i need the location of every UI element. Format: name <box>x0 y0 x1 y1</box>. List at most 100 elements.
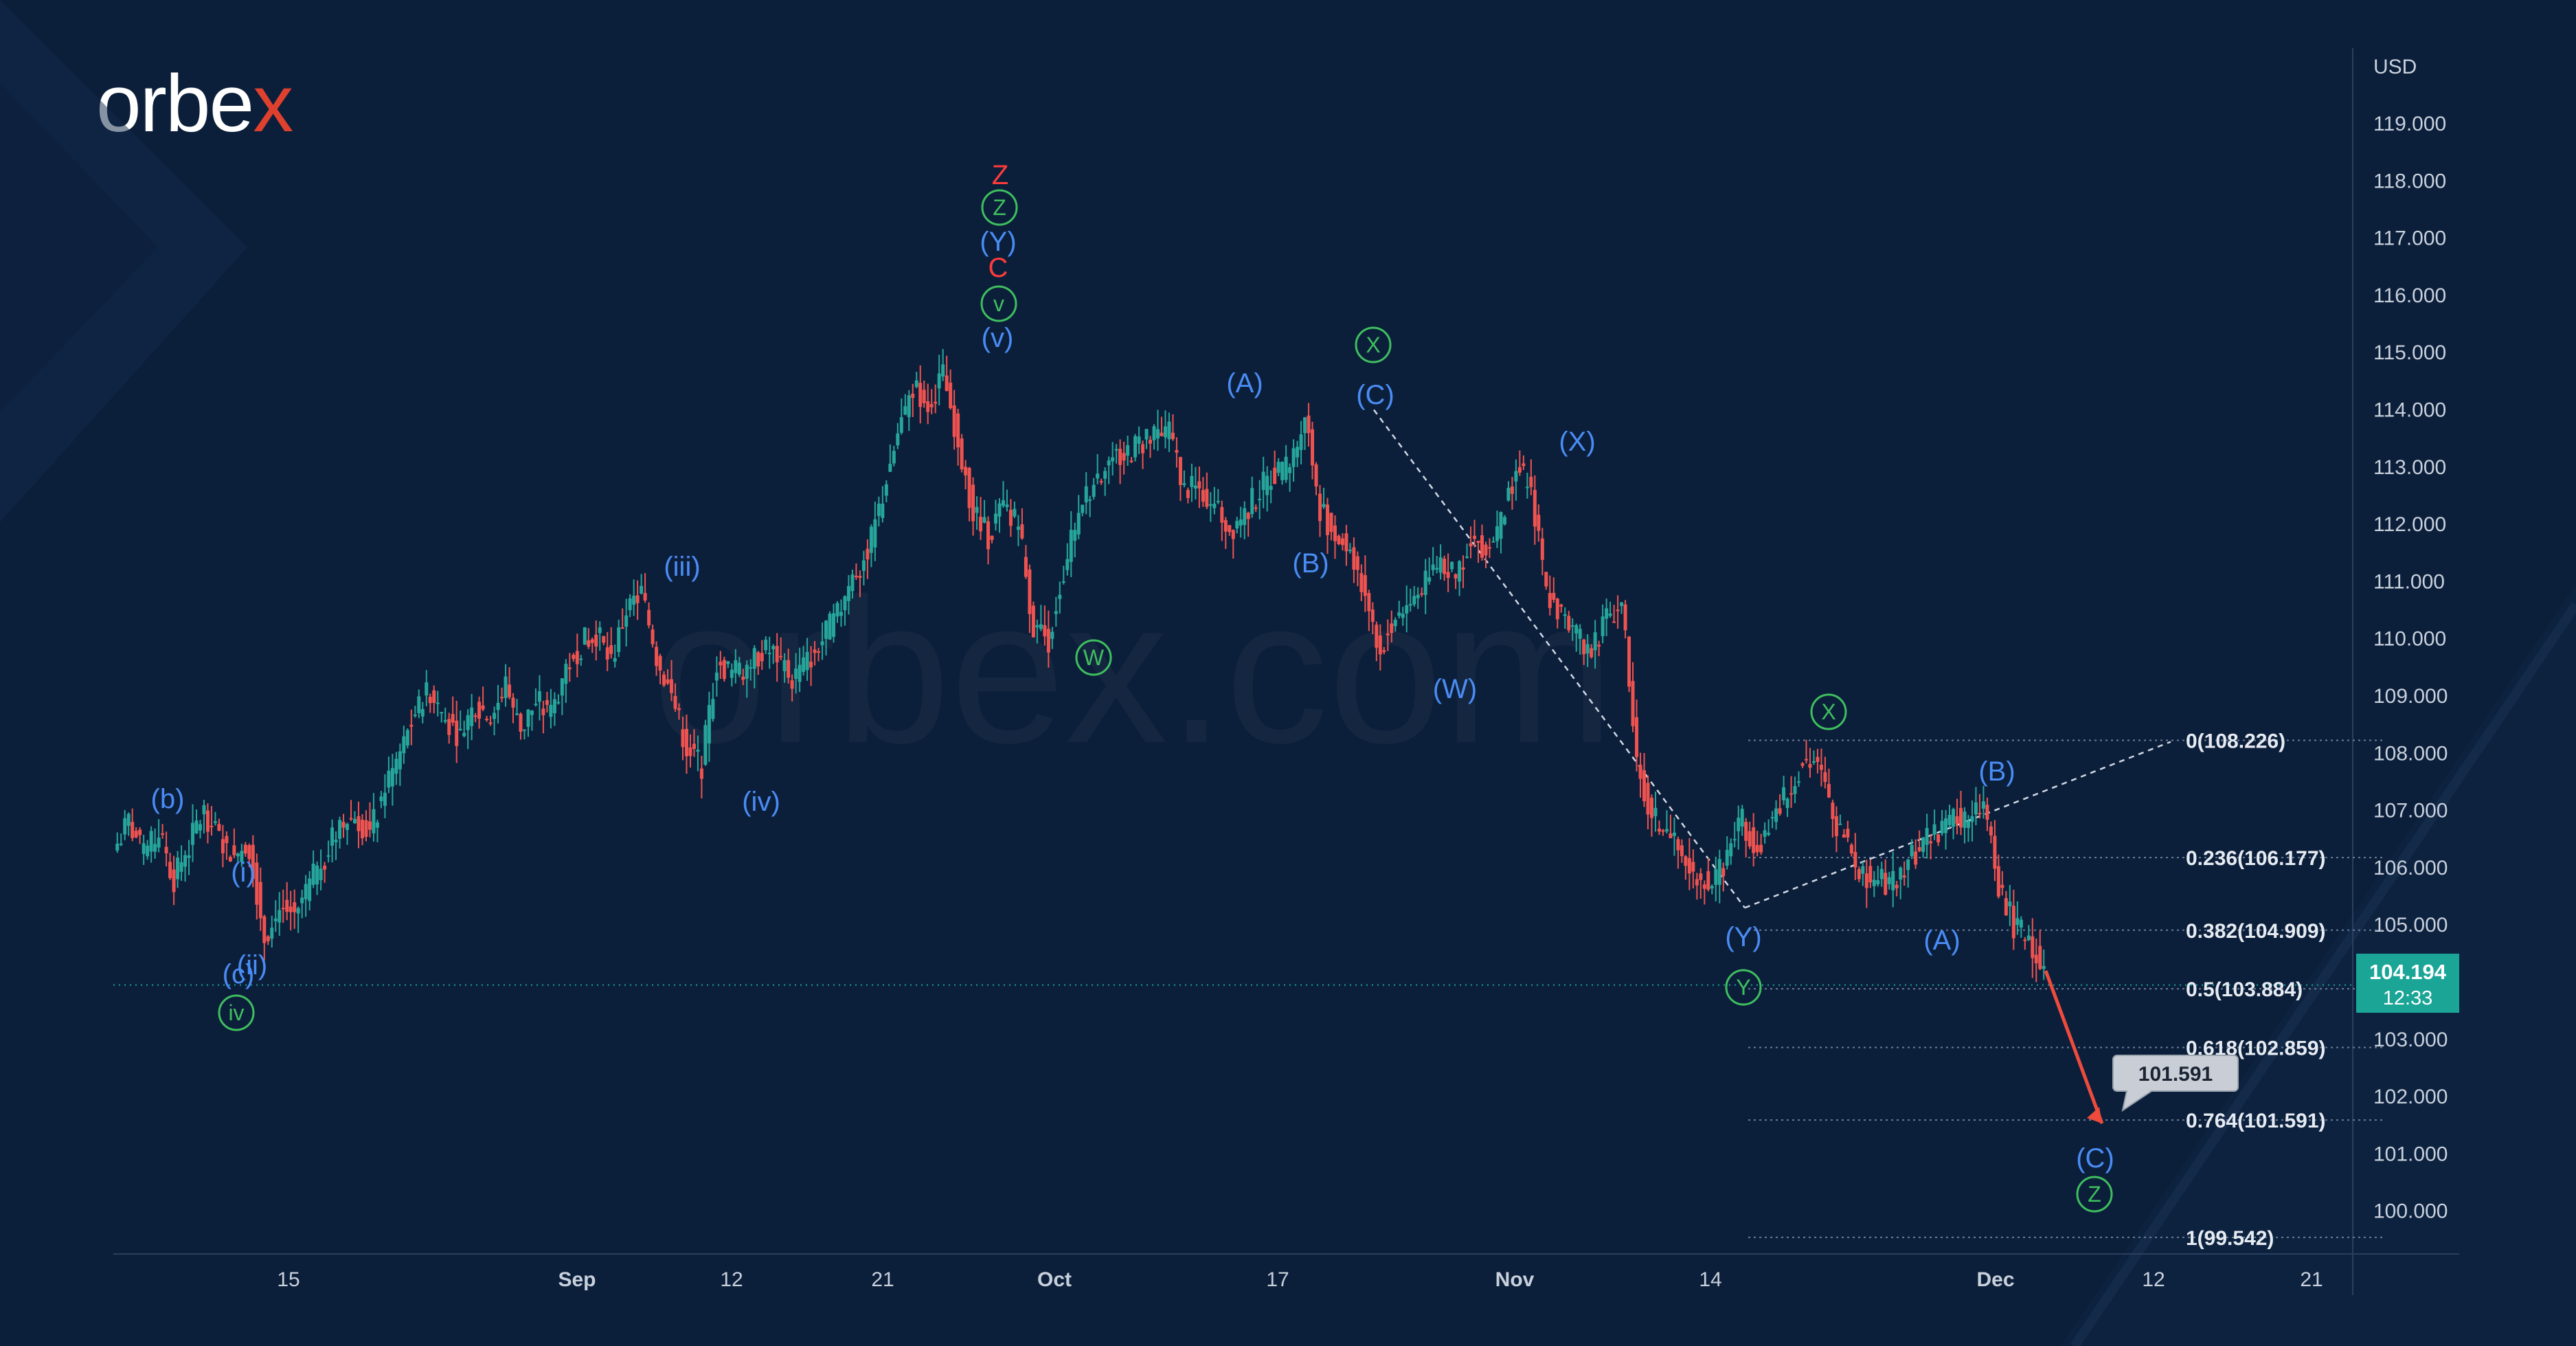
candle-body <box>1936 834 1941 842</box>
candle-body <box>764 639 768 651</box>
candle-body <box>2008 901 2012 907</box>
candle-body <box>545 699 549 705</box>
candle-body <box>123 818 127 835</box>
candle-body <box>617 627 621 652</box>
candle-body <box>1574 625 1579 633</box>
candle-body <box>1269 486 1273 491</box>
candle-body <box>2034 954 2038 964</box>
candle-body <box>1359 573 1364 592</box>
candle-body <box>846 585 850 601</box>
candle-body <box>832 613 836 637</box>
candle-body <box>164 846 168 853</box>
candle-body <box>1114 449 1118 451</box>
candle-body <box>1616 609 1620 612</box>
candle-body <box>1420 593 1424 595</box>
candle-body <box>1816 756 1820 762</box>
candle-body <box>1450 561 1454 570</box>
candle-body <box>1111 457 1115 462</box>
current-price-value: 104.194 <box>2369 960 2447 984</box>
y-tick-label: 100.000 <box>2373 1200 2448 1223</box>
candle-body <box>330 827 335 846</box>
candle-body <box>1887 877 1891 884</box>
candle-body <box>820 641 824 645</box>
candle-body <box>929 404 934 407</box>
candle-body <box>1156 429 1160 439</box>
candle-body <box>2023 939 2027 941</box>
candle-body <box>1337 535 1341 544</box>
candle-body <box>473 715 477 717</box>
candle-body <box>651 629 655 644</box>
candle-body <box>971 484 975 521</box>
candle-body <box>1329 513 1333 532</box>
x-tick-label: 14 <box>1699 1268 1721 1291</box>
candle-body <box>1235 521 1239 529</box>
candle-body <box>149 831 153 852</box>
candle-body <box>2019 919 2023 928</box>
candle-body <box>1914 851 1918 865</box>
candle-body <box>1216 501 1220 503</box>
candle-body <box>504 676 508 698</box>
candle-body <box>779 655 783 658</box>
candle-body <box>809 662 813 668</box>
candle-body <box>1827 784 1831 798</box>
candle-body <box>1601 616 1605 636</box>
candle-body <box>1861 866 1865 874</box>
candle-body <box>466 715 470 730</box>
wave-label: C <box>988 253 1008 283</box>
candle-body <box>1103 471 1107 479</box>
candle-body <box>1273 467 1277 484</box>
candle-body <box>994 513 998 524</box>
candle-body <box>861 560 866 571</box>
candle-body <box>349 818 353 820</box>
candle-body <box>1819 764 1823 770</box>
candle-body <box>1767 833 1771 835</box>
candle-body <box>850 574 855 592</box>
candle-body <box>537 691 541 702</box>
candle-body <box>1725 849 1729 866</box>
candle-body <box>1687 857 1691 874</box>
candle-body <box>1265 475 1269 495</box>
candle-body <box>496 702 500 710</box>
candle-body <box>1107 460 1111 466</box>
candle-body <box>522 729 526 731</box>
candle-body <box>628 598 632 611</box>
candle-body <box>771 646 776 649</box>
candle-body <box>549 704 553 717</box>
candle-body <box>1925 828 1929 845</box>
candle-body <box>911 393 915 399</box>
candle-body <box>1223 520 1228 532</box>
candle-body <box>703 725 708 765</box>
candle-body <box>278 910 282 923</box>
candle-body <box>458 728 462 731</box>
wave-label: W <box>1083 645 1105 670</box>
candle-body <box>1902 875 1906 878</box>
wave-label: (C) <box>1356 380 1394 410</box>
y-tick-label: 115.000 <box>2373 341 2446 364</box>
wave-label: (ii) <box>237 950 267 980</box>
candle-body <box>341 822 346 828</box>
candle-body <box>187 855 191 858</box>
candle-body <box>1375 625 1379 648</box>
candle-body <box>692 743 696 749</box>
candle-body <box>1061 581 1065 583</box>
wave-label: v <box>993 291 1004 316</box>
candle-body <box>869 526 873 553</box>
candle-body <box>1540 538 1544 560</box>
candle-body <box>126 814 131 827</box>
candle-body <box>1797 781 1801 783</box>
candle-body <box>1276 462 1280 473</box>
candle-body <box>198 824 202 831</box>
candle-body <box>394 759 398 774</box>
candle-body <box>1868 866 1873 883</box>
candle-body <box>760 653 764 662</box>
candle-body <box>372 809 376 833</box>
candle-body <box>1676 839 1680 851</box>
candle-body <box>210 825 214 827</box>
x-tick-label: 12 <box>720 1268 743 1291</box>
x-tick-label: Dec <box>1976 1268 2014 1291</box>
candle-body <box>990 535 994 540</box>
candle-body <box>1864 873 1868 888</box>
candle-body <box>1137 436 1141 444</box>
candle-body <box>794 669 798 680</box>
